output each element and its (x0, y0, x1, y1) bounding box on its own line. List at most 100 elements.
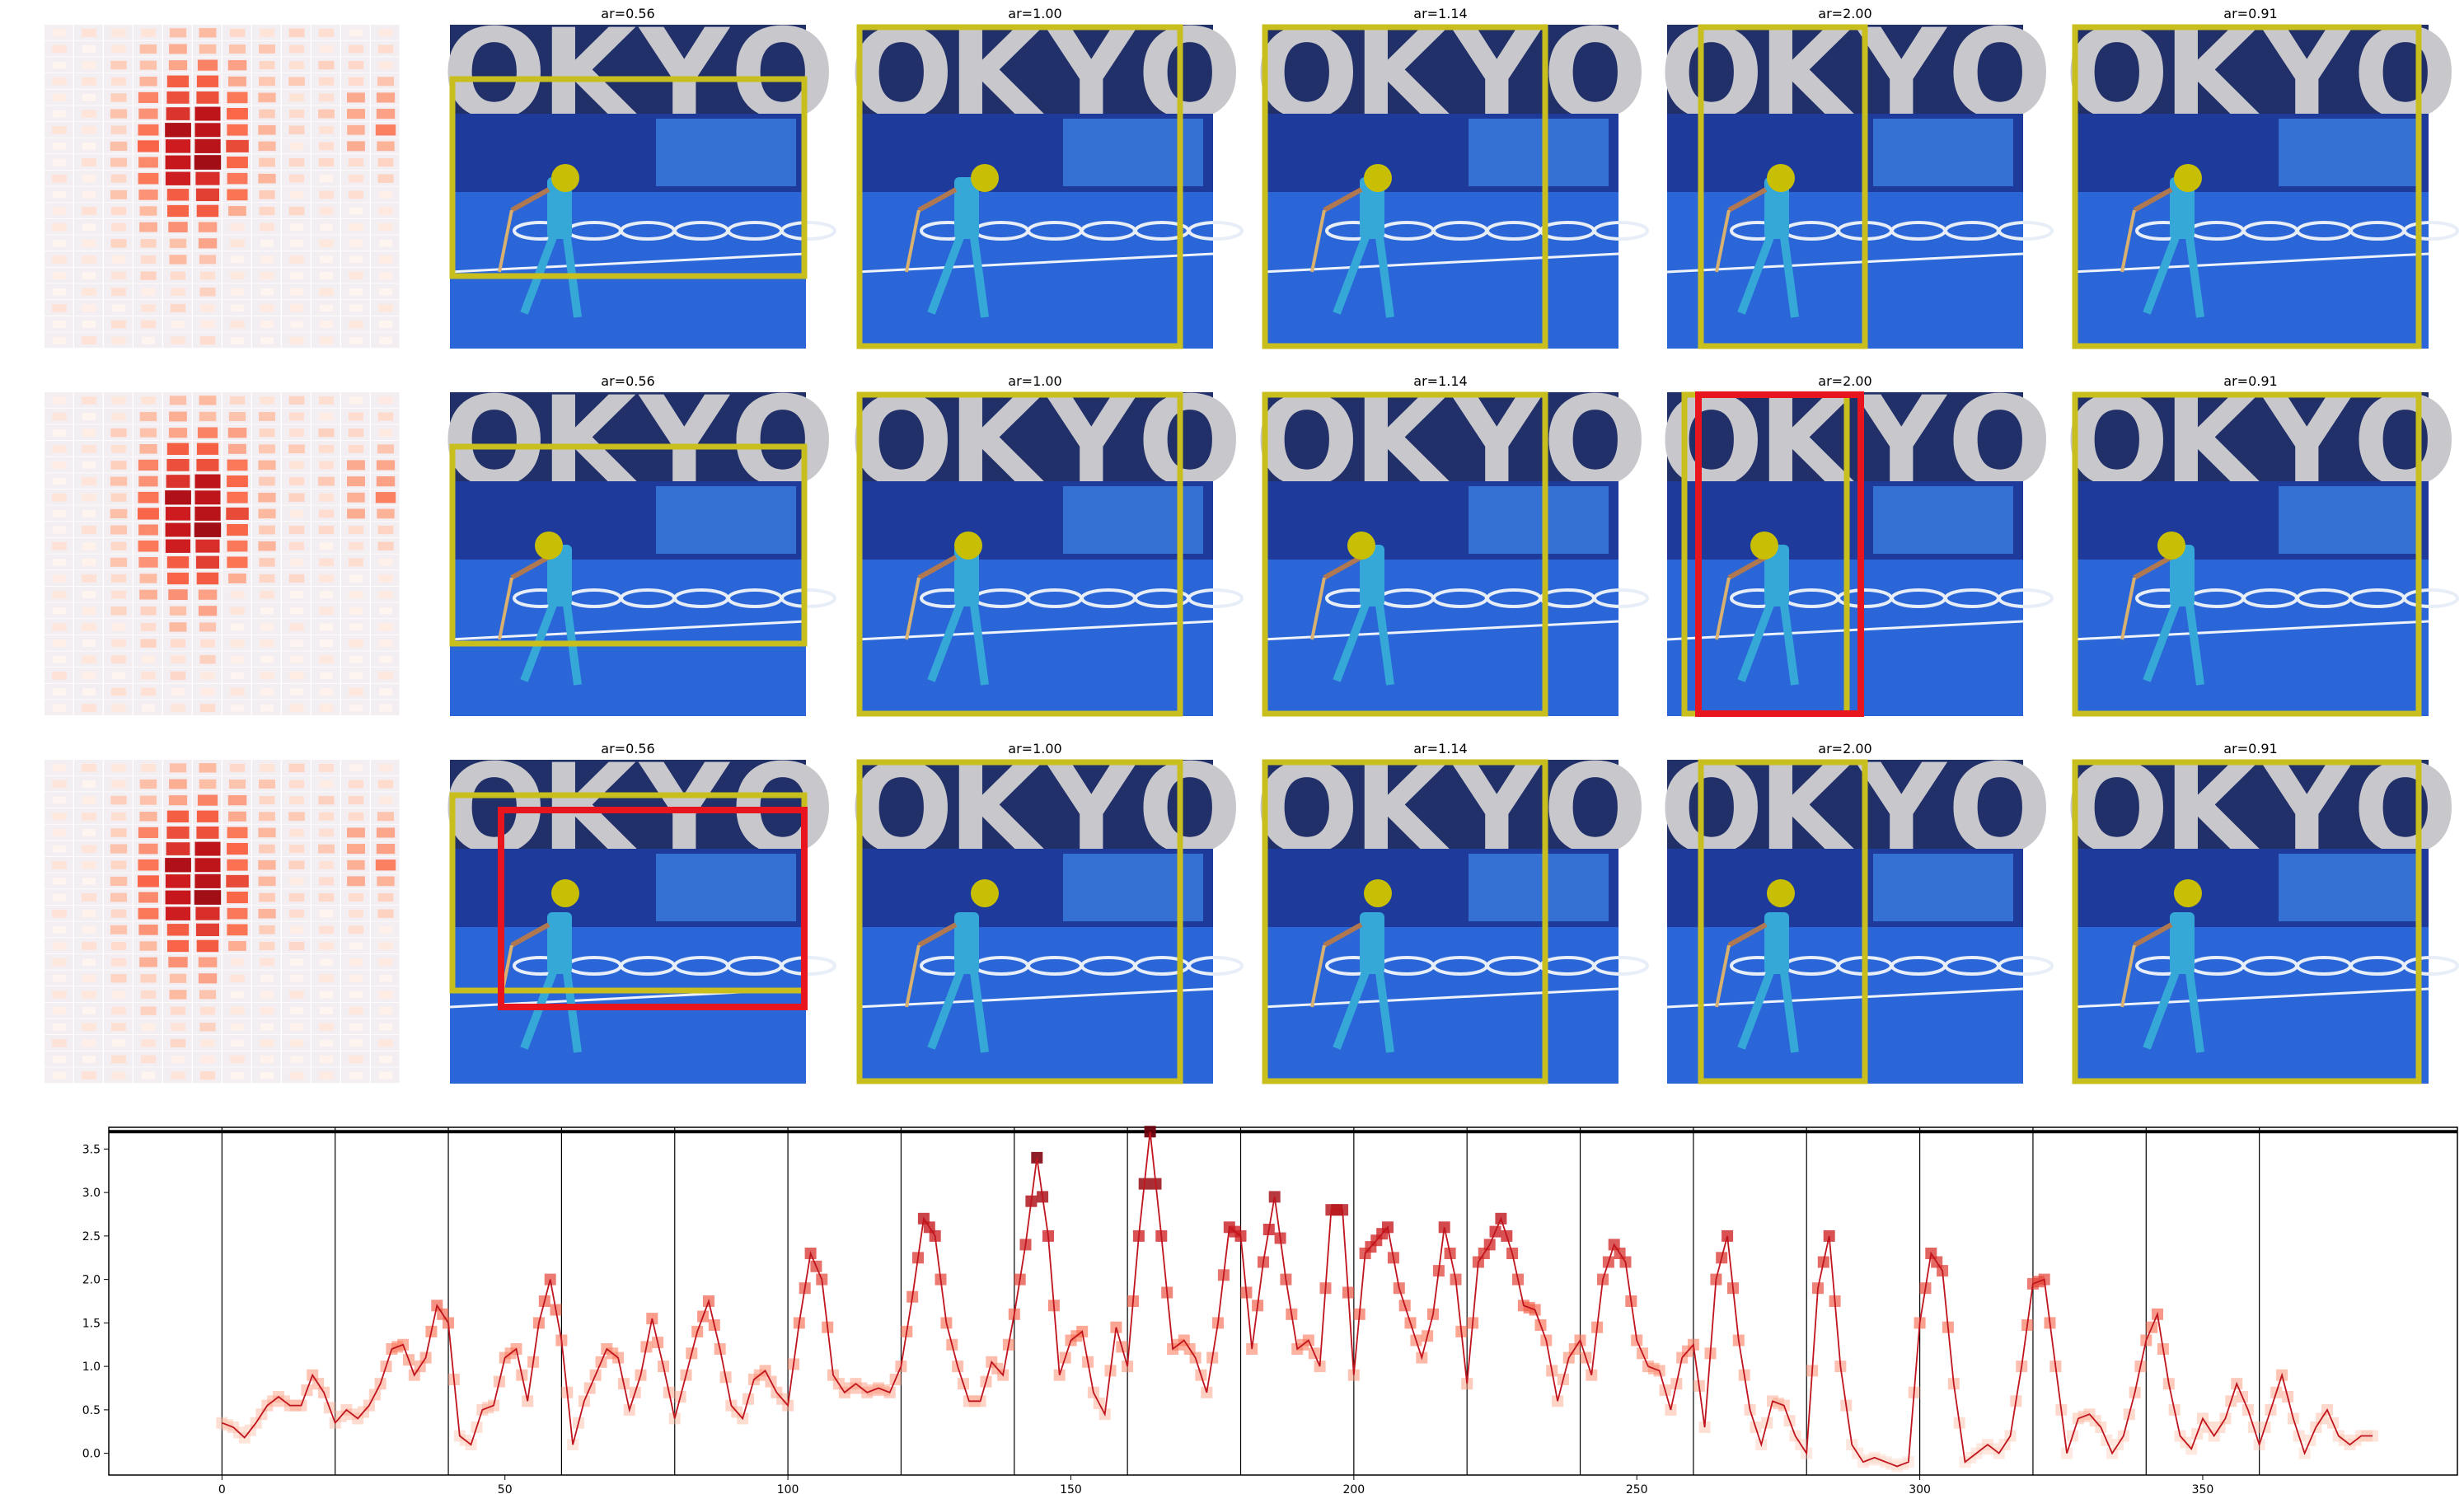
heatmap-cell (260, 796, 275, 804)
heatmap-cell (139, 812, 157, 822)
heatmap-cell (111, 1056, 126, 1064)
heatmap-cell (229, 412, 246, 421)
heatmap-cell (140, 61, 157, 70)
heatmap-cell (111, 542, 127, 550)
heatmap-cell (347, 141, 365, 151)
heatmap-cell (110, 509, 128, 518)
y-tick-label: 0.0 (82, 1448, 101, 1461)
heatmap-cell (82, 845, 96, 853)
heatmap-cell (290, 672, 304, 679)
heatmap-cell (259, 158, 275, 167)
heatmap-cell (349, 413, 363, 421)
heatmap-cell (166, 156, 191, 170)
heatmap-cell (138, 157, 158, 168)
heatmap-cell (53, 559, 66, 566)
heatmap-cell (228, 812, 246, 822)
heatmap-cell (53, 143, 66, 150)
heatmap-cell (227, 92, 248, 104)
heatmap-cell (171, 1039, 186, 1047)
heatmap-cell (349, 607, 363, 615)
heatmap-cell (347, 109, 365, 119)
heatmap-cell (166, 523, 191, 537)
focus-point (2174, 164, 2202, 192)
heatmap-cell (379, 337, 392, 344)
heatmap-cell (378, 413, 393, 421)
y-tick-label: 2.0 (82, 1274, 101, 1287)
photo-panel-r3-c4: ar=2.00OK Y O (1659, 738, 2053, 1084)
heatmap-cell (82, 461, 96, 469)
heatmap-cell (53, 975, 66, 982)
heatmap-cell (319, 861, 334, 869)
heatmap-cell (227, 492, 247, 503)
heatmap-cell (199, 780, 217, 789)
heatmap-cell (260, 991, 274, 998)
heatmap-cell (111, 45, 125, 53)
heatmap-cell (53, 478, 66, 485)
heatmap-cell (289, 623, 303, 631)
heatmap-cell (379, 975, 391, 981)
heatmap-cell (258, 93, 275, 103)
player-body (2170, 912, 2195, 974)
heatmap-cell (228, 795, 247, 805)
heatmap-cell (259, 845, 275, 854)
heatmap-cell (290, 510, 304, 518)
heatmap-cell (318, 845, 335, 854)
heatmap-cell (378, 672, 392, 680)
heatmap-cell (52, 910, 67, 918)
banner-panel (656, 854, 796, 921)
heatmap-cell (349, 796, 364, 804)
heatmap-cell (349, 764, 363, 771)
heatmap-cell (52, 542, 67, 550)
heatmap-cell (349, 672, 363, 680)
heatmap-cell (82, 764, 96, 772)
heatmap-cell (140, 780, 157, 789)
heatmap-cell (166, 874, 190, 888)
heatmap-cell (200, 1071, 215, 1080)
photo-panel-r2-c2: ar=1.00OK Y O (849, 371, 1243, 716)
heatmap-cell (110, 461, 126, 470)
heatmap-cell (82, 574, 96, 583)
focus-point (2157, 532, 2185, 560)
heatmap-cell (379, 240, 391, 246)
heatmap-cell (110, 526, 127, 535)
heatmap-cell (320, 591, 332, 597)
heatmap-cell (319, 656, 333, 664)
focus-point (1750, 532, 1778, 560)
heatmap-cell (53, 1023, 66, 1031)
banner-panel (656, 119, 796, 186)
heatmap-cell (52, 1039, 67, 1047)
heatmap-cell (82, 429, 96, 437)
heatmap-cell (319, 494, 334, 502)
heatmap-cell (138, 124, 159, 136)
heatmap-cell (171, 288, 185, 296)
heatmap-cell (171, 1007, 185, 1015)
heatmap-cell (258, 461, 275, 471)
heatmap-cell (377, 77, 394, 86)
heatmap-cell (320, 337, 334, 344)
heatmap-cell (138, 875, 159, 887)
x-tick-label: 300 (1909, 1483, 1931, 1494)
heatmap-cell (82, 1039, 96, 1047)
heatmap-cell (231, 672, 244, 680)
heatmap-cell (200, 304, 214, 311)
photo-panel-r1-c4: ar=2.00OK Y O (1659, 3, 2053, 349)
heatmap-cell (258, 493, 275, 503)
heatmap-cell (230, 764, 246, 772)
heatmap-cell (230, 688, 244, 696)
heatmap-cell (260, 61, 275, 69)
heatmap-cell (349, 1040, 363, 1047)
heatmap-cell (349, 780, 363, 789)
heatmap-cell (378, 780, 393, 789)
heatmap-cell (289, 942, 305, 950)
heatmap-cell (82, 510, 96, 518)
heatmap-cell (349, 526, 363, 534)
heatmap-cell (289, 413, 304, 421)
heatmap-cell (260, 1007, 274, 1014)
heatmap-cell (289, 45, 304, 54)
heatmap-cell (195, 123, 221, 137)
heatmap-cell (319, 126, 334, 134)
heatmap-cell (138, 460, 158, 471)
heatmap-cell (111, 288, 126, 296)
heatmap-cell (53, 656, 66, 663)
heatmap-cell (52, 494, 67, 502)
